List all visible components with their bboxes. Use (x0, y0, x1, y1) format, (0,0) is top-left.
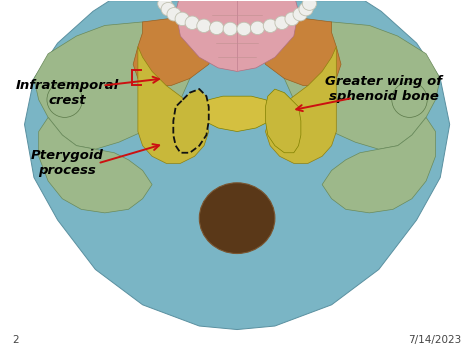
Ellipse shape (199, 183, 275, 253)
Ellipse shape (185, 16, 199, 29)
Ellipse shape (223, 22, 237, 36)
Ellipse shape (197, 19, 211, 33)
Polygon shape (322, 118, 436, 213)
Polygon shape (133, 15, 218, 86)
Text: 2: 2 (13, 335, 19, 345)
Polygon shape (265, 47, 337, 163)
Polygon shape (34, 22, 199, 149)
Ellipse shape (275, 16, 289, 29)
Polygon shape (265, 89, 301, 153)
Polygon shape (138, 47, 209, 163)
Ellipse shape (175, 12, 189, 26)
Polygon shape (275, 22, 440, 149)
Ellipse shape (161, 2, 175, 16)
Ellipse shape (210, 21, 224, 34)
Ellipse shape (392, 82, 427, 118)
Ellipse shape (293, 7, 307, 21)
Ellipse shape (302, 0, 317, 10)
Ellipse shape (250, 21, 264, 34)
Polygon shape (25, 1, 450, 329)
Text: Greater wing of
sphenoid bone: Greater wing of sphenoid bone (325, 75, 442, 103)
Ellipse shape (167, 7, 181, 21)
Ellipse shape (285, 12, 299, 26)
Ellipse shape (47, 82, 82, 118)
Polygon shape (256, 15, 341, 86)
Text: Infratemporal
crest: Infratemporal crest (15, 79, 118, 106)
Polygon shape (176, 0, 299, 71)
Polygon shape (39, 118, 152, 213)
Ellipse shape (158, 0, 172, 10)
Polygon shape (173, 89, 209, 153)
Ellipse shape (299, 2, 313, 16)
Text: Pterygoid
process: Pterygoid process (31, 149, 103, 178)
Text: 7/14/2023: 7/14/2023 (408, 335, 462, 345)
Polygon shape (195, 96, 280, 132)
Ellipse shape (237, 22, 251, 36)
Ellipse shape (263, 19, 277, 33)
